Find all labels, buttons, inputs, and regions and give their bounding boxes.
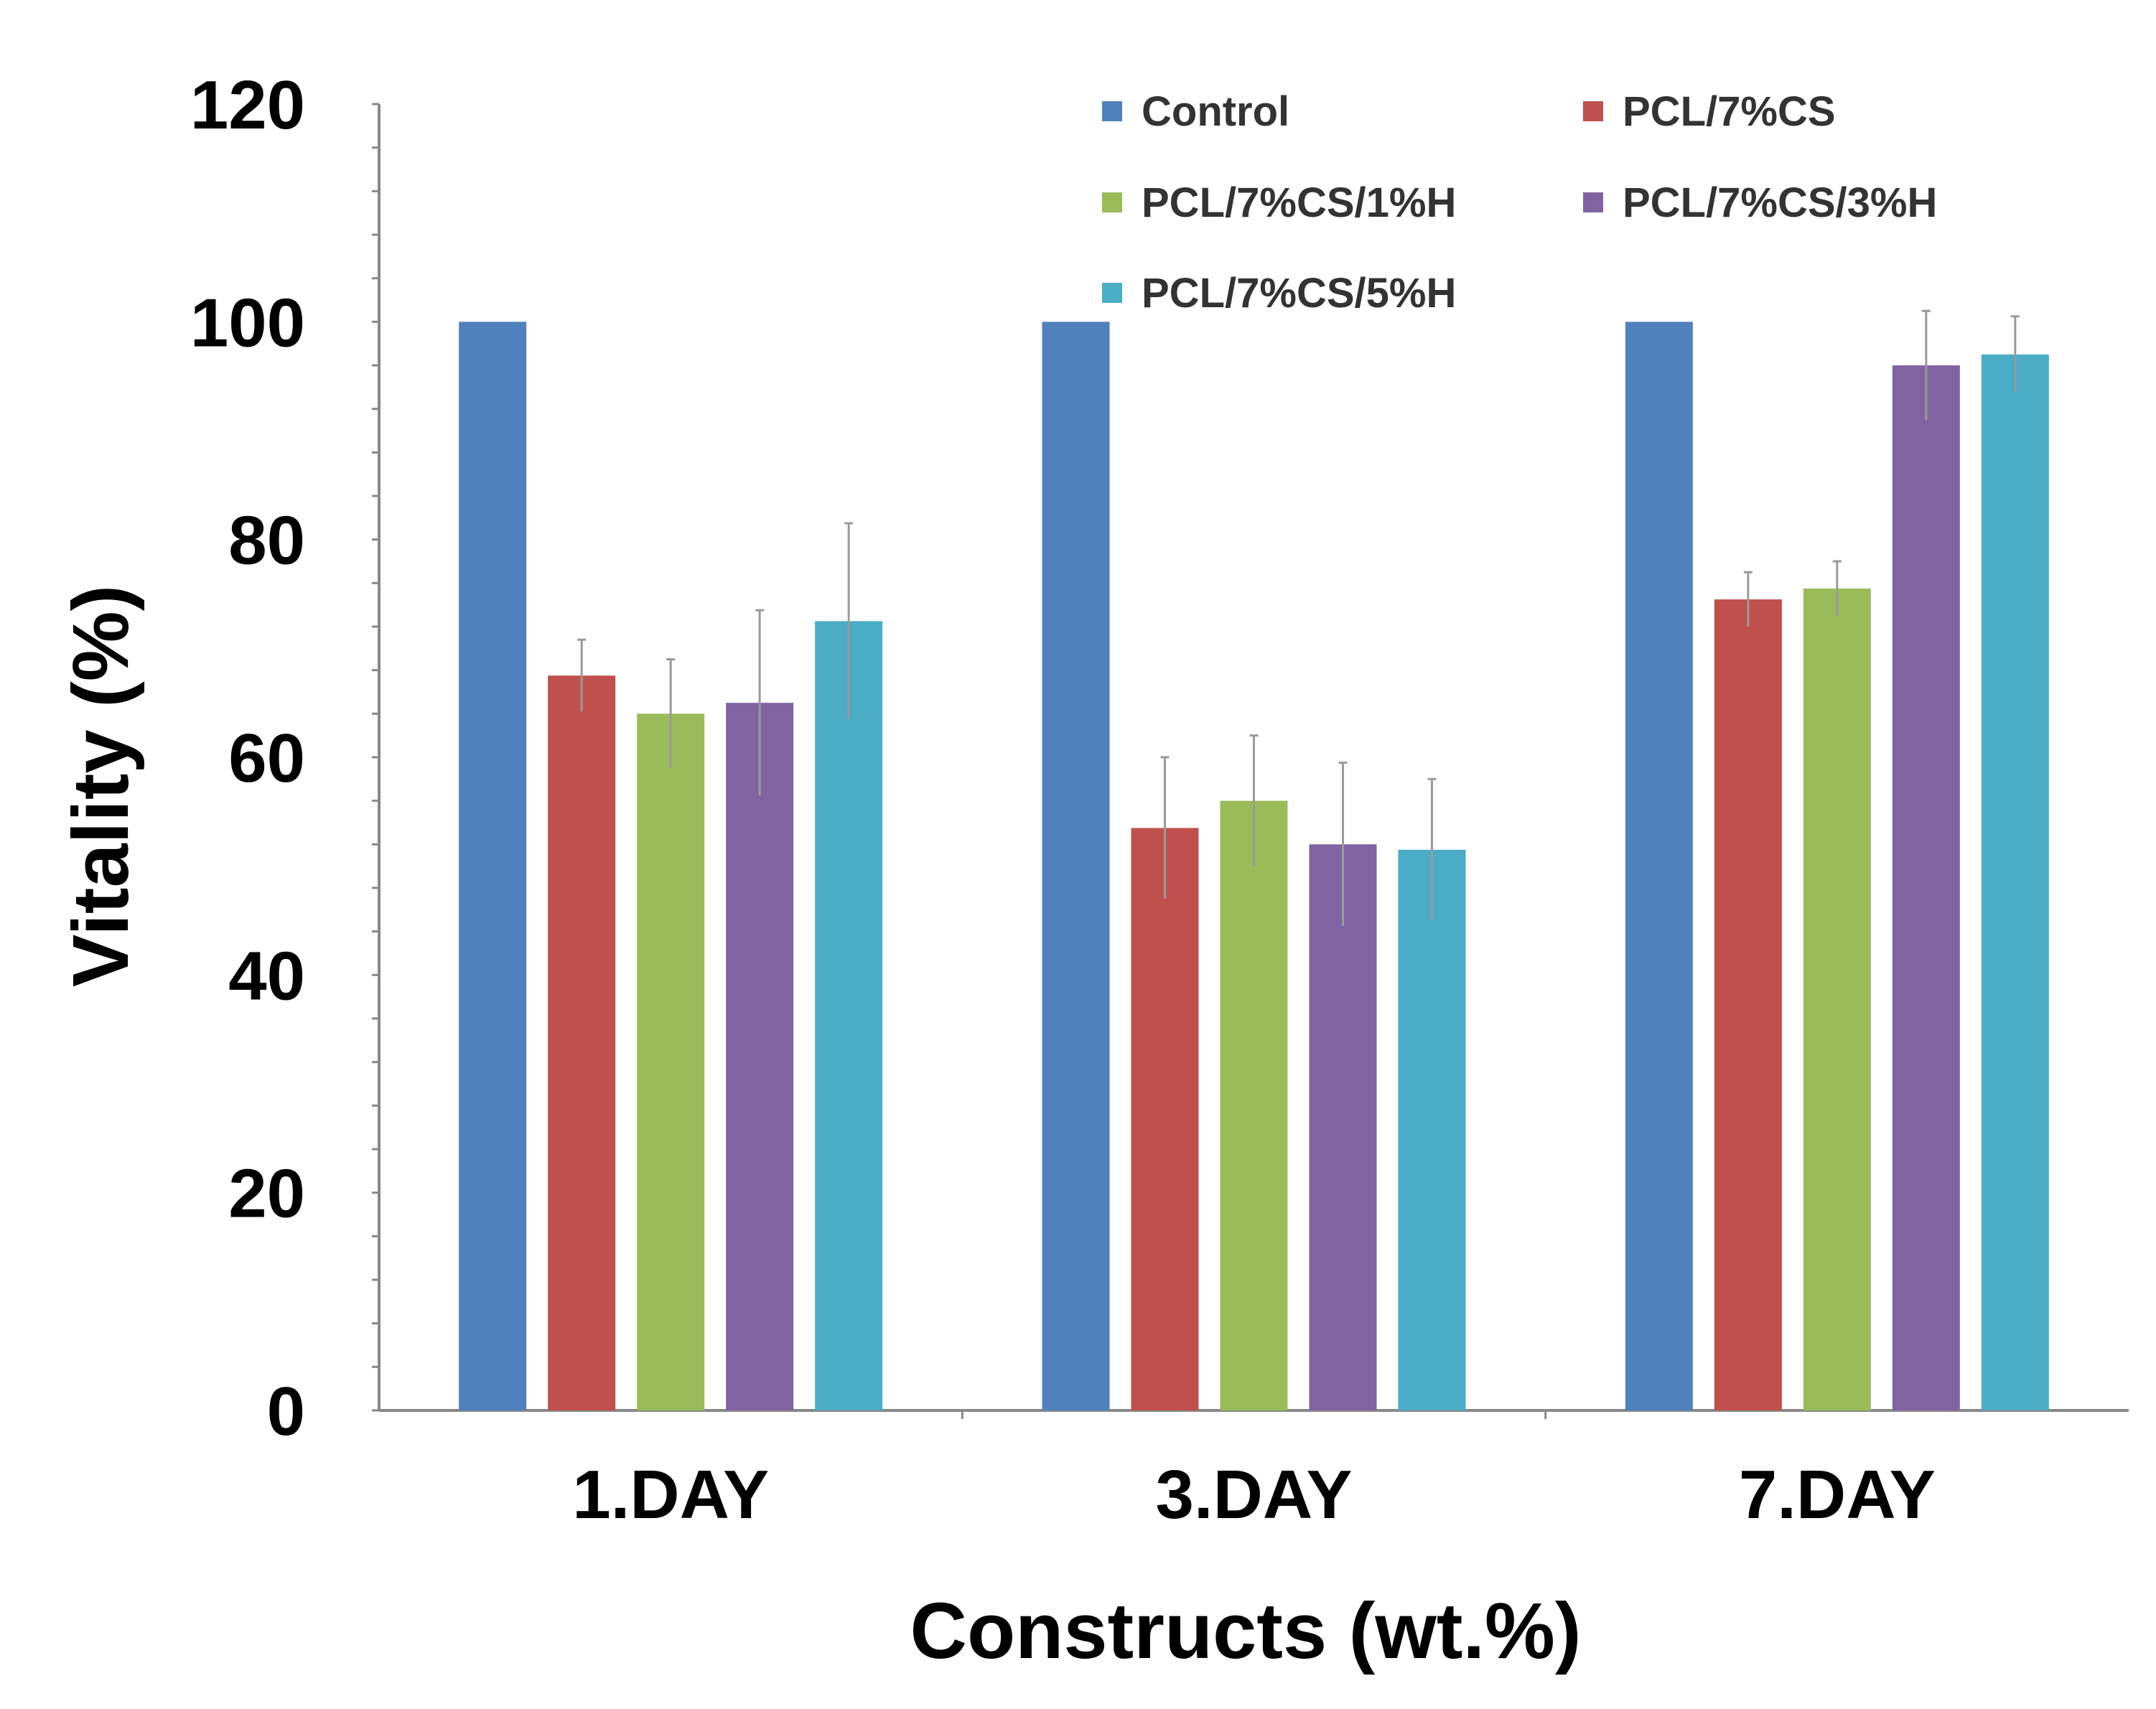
legend-swatch bbox=[1102, 192, 1122, 212]
y-tick-label: 120 bbox=[190, 67, 305, 144]
legend: Control PCL/7%CS PCL/7%CS/1%H PCL/7%CS/3%H P… bbox=[1102, 88, 1937, 317]
x-category-label: 3.DAY bbox=[1156, 1456, 1353, 1533]
y-tick-label: 40 bbox=[228, 937, 305, 1014]
y-tick-label: 60 bbox=[228, 720, 305, 797]
bars bbox=[459, 309, 2049, 1411]
x-category-labels: 1.DAY 3.DAY 7.DAY bbox=[572, 1456, 1936, 1533]
legend-swatch bbox=[1583, 192, 1603, 212]
x-axis-title: Constructs (wt.%) bbox=[910, 1587, 1582, 1675]
legend-swatch bbox=[1583, 101, 1603, 121]
bar-pcl-7-cs-1-h-7day bbox=[1803, 588, 1871, 1410]
y-tick-label: 20 bbox=[228, 1156, 305, 1232]
y-axis-title: Vitality (%) bbox=[57, 585, 145, 987]
x-category-label: 7.DAY bbox=[1739, 1456, 1936, 1533]
y-tick-label: 100 bbox=[190, 284, 305, 361]
legend-label: PCL/7%CS/5%H bbox=[1142, 270, 1456, 317]
bar-pcl-7-cs-3-h-1day bbox=[726, 703, 794, 1410]
legend-label: PCL/7%CS/3%H bbox=[1623, 179, 1937, 226]
legend-swatch bbox=[1102, 283, 1122, 303]
legend-label: Control bbox=[1142, 88, 1289, 135]
x-category-label: 1.DAY bbox=[572, 1456, 769, 1533]
bar-pcl-7-cs-3-h-3day bbox=[1309, 844, 1377, 1410]
legend-swatch bbox=[1102, 101, 1122, 121]
y-tick-label: 0 bbox=[267, 1373, 305, 1450]
bar-control-1day bbox=[459, 322, 527, 1410]
bar-pcl-7-cs-1-h-1day bbox=[637, 713, 705, 1410]
bar-control-3day bbox=[1042, 322, 1110, 1410]
bar-pcl-7-cs-3-h-7day bbox=[1892, 365, 1960, 1410]
bar-pcl-7-cs-5-h-1day bbox=[815, 621, 883, 1410]
bar-pcl-7-cs-1day bbox=[548, 675, 616, 1410]
legend-label: PCL/7%CS/1%H bbox=[1142, 179, 1456, 226]
bar-pcl-7-cs-5-h-3day bbox=[1398, 849, 1466, 1410]
y-tick-label: 80 bbox=[228, 502, 305, 579]
bar-pcl-7-cs-3day bbox=[1131, 828, 1199, 1410]
legend-label: PCL/7%CS bbox=[1623, 88, 1836, 135]
y-tick-labels: 0 20 40 60 80 100 120 bbox=[190, 67, 305, 1450]
bar-pcl-7-cs-5-h-7day bbox=[1981, 354, 2049, 1410]
y-minor-ticks bbox=[372, 103, 379, 1412]
bar-control-7day bbox=[1625, 322, 1693, 1410]
bar-pcl-7-cs-1-h-3day bbox=[1220, 800, 1288, 1410]
bar-pcl-7-cs-7day bbox=[1714, 599, 1782, 1411]
